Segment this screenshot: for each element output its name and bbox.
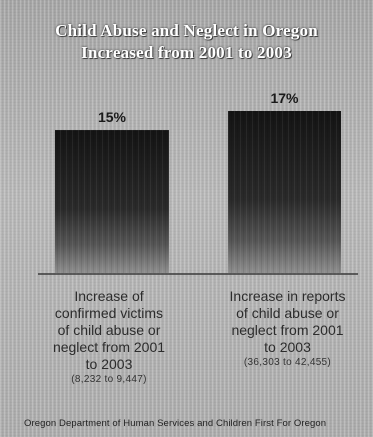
category-label-line: to 2003: [264, 339, 311, 355]
bar-texture-0: [55, 130, 169, 273]
chart-title-line-2: Increased from 2001 to 2003: [81, 43, 292, 62]
category-label-line: neglect from 2001: [231, 322, 344, 338]
category-label-reports: Increase in reports of child abuse or ne…: [205, 288, 370, 369]
bar-value-label-1: 17%: [270, 90, 299, 106]
bars-group: 15% 17%: [55, 90, 341, 273]
bar-value-label-0: 15%: [98, 109, 127, 125]
category-detail-reports: (36,303 to 42,455): [243, 357, 332, 368]
category-label-line: of child abuse or: [236, 305, 339, 321]
source-credit: Oregon Department of Human Services and …: [24, 418, 327, 429]
category-detail-confirmed-victims: (8,232 to 9,447): [71, 374, 147, 385]
chart-title: Child Abuse and Neglect in Oregon Increa…: [0, 20, 373, 64]
category-label-line: of child abuse or: [57, 322, 161, 338]
bar-texture-1: [228, 111, 341, 273]
category-label-line: to 2003: [85, 356, 133, 372]
category-label-line: neglect from 2001: [52, 339, 166, 355]
category-label-line: Increase of: [74, 288, 144, 304]
category-label-line: confirmed victims: [54, 305, 164, 321]
chart-title-line-1: Child Abuse and Neglect in Oregon: [55, 21, 318, 40]
category-label-confirmed-victims: Increase of confirmed victims of child a…: [40, 288, 178, 386]
category-label-line: Increase in reports: [229, 288, 346, 304]
